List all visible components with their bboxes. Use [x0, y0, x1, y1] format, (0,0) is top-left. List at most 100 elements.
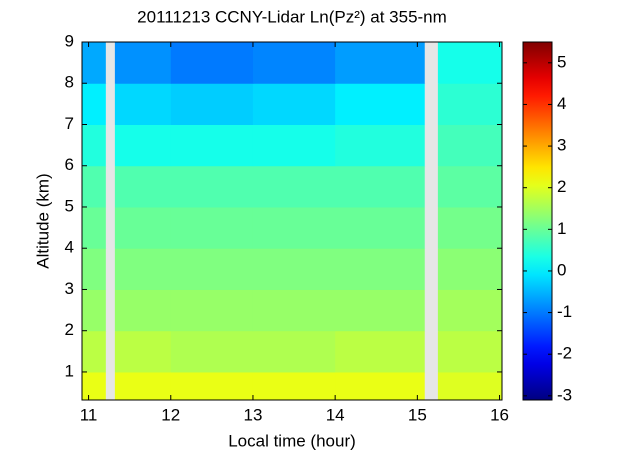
colorbar-tick-label: 3 — [557, 136, 566, 155]
colorbar-tick-label: 0 — [557, 260, 566, 279]
cell — [105, 371, 116, 401]
y-tick-label: 7 — [65, 114, 74, 133]
cell — [170, 42, 254, 84]
cell — [437, 289, 503, 332]
plot-frame — [81, 41, 503, 401]
cell — [424, 124, 439, 167]
cell — [335, 289, 426, 332]
cell — [114, 206, 172, 249]
cell — [424, 330, 439, 373]
cell — [335, 42, 426, 84]
cell — [335, 165, 426, 208]
y-tick-label: 1 — [65, 361, 74, 380]
cell — [170, 248, 254, 290]
colorbar-tick-label: -3 — [557, 385, 572, 404]
x-tick-label: 13 — [243, 405, 262, 424]
cell — [105, 206, 116, 249]
cell — [252, 42, 336, 84]
cell — [424, 289, 439, 332]
cell — [335, 124, 426, 167]
cell — [114, 83, 172, 125]
cell — [437, 206, 503, 249]
cell — [437, 371, 503, 401]
cell — [424, 83, 439, 125]
cell — [105, 83, 116, 125]
x-axis-label: Local time (hour) — [228, 431, 356, 450]
x-tick-label: 14 — [326, 405, 345, 424]
cell — [82, 42, 107, 84]
cell — [424, 206, 439, 249]
x-tick-label: 11 — [80, 405, 98, 424]
cell — [252, 165, 336, 208]
cell — [335, 330, 426, 373]
cell — [82, 165, 107, 208]
cell — [424, 165, 439, 208]
cell — [82, 206, 107, 249]
cell — [82, 371, 107, 401]
cell — [105, 42, 116, 84]
cell — [105, 330, 116, 373]
colorbar — [522, 41, 553, 401]
cell — [82, 124, 107, 167]
cell — [335, 248, 426, 290]
cell — [114, 289, 172, 332]
x-tick-label: 12 — [161, 405, 180, 424]
cell — [437, 124, 503, 167]
colorbar-tick-label: 2 — [557, 177, 566, 196]
cell — [82, 289, 107, 332]
cell — [170, 206, 254, 249]
colorbar-tick-label: -1 — [557, 302, 572, 321]
cell — [252, 83, 336, 125]
cell — [437, 248, 503, 290]
cell — [437, 83, 503, 125]
cell — [170, 289, 254, 332]
cell — [252, 371, 336, 401]
y-tick-label: 9 — [65, 31, 74, 50]
cell — [252, 248, 336, 290]
cell — [170, 371, 254, 401]
cell — [114, 330, 172, 373]
y-axis-label: Altitude (km) — [33, 173, 52, 268]
cell — [335, 83, 426, 125]
y-tick-label: 6 — [65, 155, 74, 174]
cell — [105, 248, 116, 290]
cell — [437, 165, 503, 208]
cell — [437, 330, 503, 373]
x-tick-label: 15 — [408, 405, 427, 424]
cell — [82, 248, 107, 290]
y-tick-label: 4 — [65, 238, 74, 257]
cell — [82, 330, 107, 373]
cell — [335, 206, 426, 249]
y-tick-label: 3 — [65, 279, 74, 298]
x-tick-label: 16 — [490, 405, 509, 424]
cell — [114, 124, 172, 167]
colorbar-tick-label: 4 — [557, 94, 566, 113]
cell — [114, 165, 172, 208]
colorbar-tick-label: 1 — [557, 219, 566, 238]
cell — [252, 330, 336, 373]
cell — [335, 371, 426, 401]
cell — [252, 206, 336, 249]
cell — [105, 165, 116, 208]
cell — [82, 83, 107, 125]
cell — [170, 124, 254, 167]
y-tick-label: 2 — [65, 320, 74, 339]
cell — [170, 165, 254, 208]
cell — [424, 42, 439, 84]
cell — [424, 371, 439, 401]
cell — [170, 83, 254, 125]
cell — [170, 330, 254, 373]
cell — [114, 42, 172, 84]
colorbar-tick-label: -2 — [557, 344, 572, 363]
cell — [114, 248, 172, 290]
cell — [252, 124, 336, 167]
cell — [105, 289, 116, 332]
cell — [252, 289, 336, 332]
cell — [105, 124, 116, 167]
cell — [437, 42, 503, 84]
colorbar-tick-label: 5 — [557, 52, 566, 71]
cell — [424, 248, 439, 290]
y-tick-label: 8 — [65, 73, 74, 92]
y-tick-label: 5 — [65, 196, 74, 215]
